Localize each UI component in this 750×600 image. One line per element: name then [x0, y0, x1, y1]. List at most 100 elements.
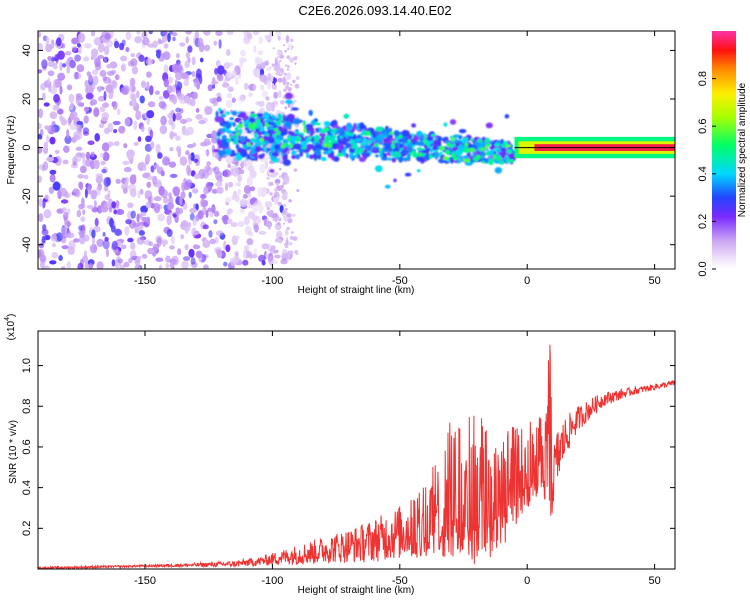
noise-blob — [113, 209, 117, 215]
noise-blob — [175, 145, 182, 153]
noise-blob — [230, 222, 238, 228]
noise-blob — [168, 192, 172, 198]
noise-blob — [59, 187, 67, 197]
noise-blob — [183, 79, 189, 87]
noise-blob — [92, 69, 99, 76]
noise-blob — [41, 235, 46, 244]
signal-peak — [399, 134, 403, 139]
noise-blob — [237, 220, 245, 228]
signal-peak — [257, 122, 263, 128]
signal-blob — [239, 136, 246, 143]
noise-blob — [38, 108, 44, 119]
signal-blob — [494, 167, 503, 174]
snr-x-tick-label: -50 — [392, 575, 408, 587]
noise-blob — [211, 130, 218, 141]
noise-blob — [157, 38, 162, 45]
noise-blob — [192, 188, 199, 194]
noise-blob — [38, 213, 44, 223]
signal-peak — [250, 138, 256, 143]
signal-blob — [215, 110, 219, 117]
noise-blob — [292, 213, 296, 217]
noise-blob — [266, 221, 270, 226]
noise-blob — [129, 250, 137, 260]
noise-blob — [160, 170, 165, 177]
noise-blob — [77, 174, 85, 179]
noise-blob — [290, 47, 293, 50]
signal-blob — [458, 129, 467, 134]
noise-blob — [188, 191, 192, 199]
signal-blob — [382, 149, 390, 153]
signal-blob — [267, 136, 275, 143]
noise-blob — [61, 207, 67, 212]
noise-blob — [83, 106, 90, 112]
signal-peak — [367, 139, 372, 145]
signal-peak — [248, 122, 252, 126]
signal-peak — [273, 127, 279, 132]
signal-peak — [323, 127, 329, 132]
signal-blob — [271, 114, 276, 120]
noise-blob — [278, 175, 282, 178]
noise-blob — [68, 93, 75, 104]
signal-blob — [433, 153, 439, 159]
snr-y-ticks: 0.2 0.4 0.6 0.8 1.0 — [21, 358, 675, 536]
signal-peak — [281, 143, 286, 149]
signal-blob — [255, 113, 264, 117]
noise-blob — [75, 146, 83, 151]
signal-blob — [364, 145, 373, 151]
signal-blob — [429, 147, 434, 153]
noise-blob — [42, 198, 46, 209]
noise-blob — [242, 194, 248, 199]
noise-blob — [66, 129, 70, 139]
colorbar-tick-label: 0.4 — [697, 166, 709, 181]
noise-blob — [185, 36, 189, 44]
noise-blob — [83, 115, 89, 124]
noise-blob — [254, 200, 262, 206]
noise-blob — [206, 161, 212, 167]
signal-blob — [375, 154, 379, 158]
noise-blob — [213, 219, 218, 225]
signal-blob — [285, 99, 293, 104]
noise-blob — [80, 216, 86, 222]
noise-blob — [274, 254, 281, 259]
signal-blob — [283, 117, 291, 121]
noise-blob — [67, 117, 72, 126]
signal-blob — [224, 148, 232, 156]
signal-blob — [254, 145, 262, 153]
noise-blob — [104, 236, 109, 242]
noise-blob — [146, 181, 152, 188]
noise-blob — [99, 106, 106, 113]
noise-blob — [149, 129, 154, 139]
noise-blob — [52, 62, 58, 70]
snr-y-tick-label: 1.0 — [21, 358, 33, 373]
noise-blob — [101, 112, 110, 120]
noise-blob — [113, 129, 118, 134]
snr-scale-base: (x10 — [6, 320, 17, 340]
noise-blob — [136, 213, 140, 223]
noise-blob — [266, 176, 270, 180]
signal-peak — [354, 149, 361, 155]
signal-blob — [402, 157, 410, 162]
signal-blob — [432, 145, 438, 152]
noise-blob — [138, 54, 145, 63]
noise-blob — [52, 181, 61, 191]
noise-blob — [248, 165, 255, 173]
signal-blob — [393, 130, 400, 137]
signal-blob — [319, 140, 324, 145]
noise-blob — [97, 205, 103, 214]
noise-blob — [239, 169, 245, 175]
noise-blob — [59, 116, 66, 122]
noise-blob — [91, 55, 98, 60]
noise-blob — [205, 210, 209, 218]
noise-blob — [272, 47, 275, 50]
noise-blob — [165, 255, 171, 263]
noise-blob — [49, 136, 56, 145]
signal-peak — [472, 156, 479, 162]
noise-blob — [50, 233, 58, 242]
noise-blob — [294, 249, 299, 255]
noise-blob — [136, 255, 142, 261]
noise-blob — [75, 95, 81, 105]
noise-blob — [274, 57, 278, 66]
noise-blob — [226, 49, 231, 56]
noise-blob — [253, 215, 262, 225]
signal-peak — [469, 147, 475, 152]
